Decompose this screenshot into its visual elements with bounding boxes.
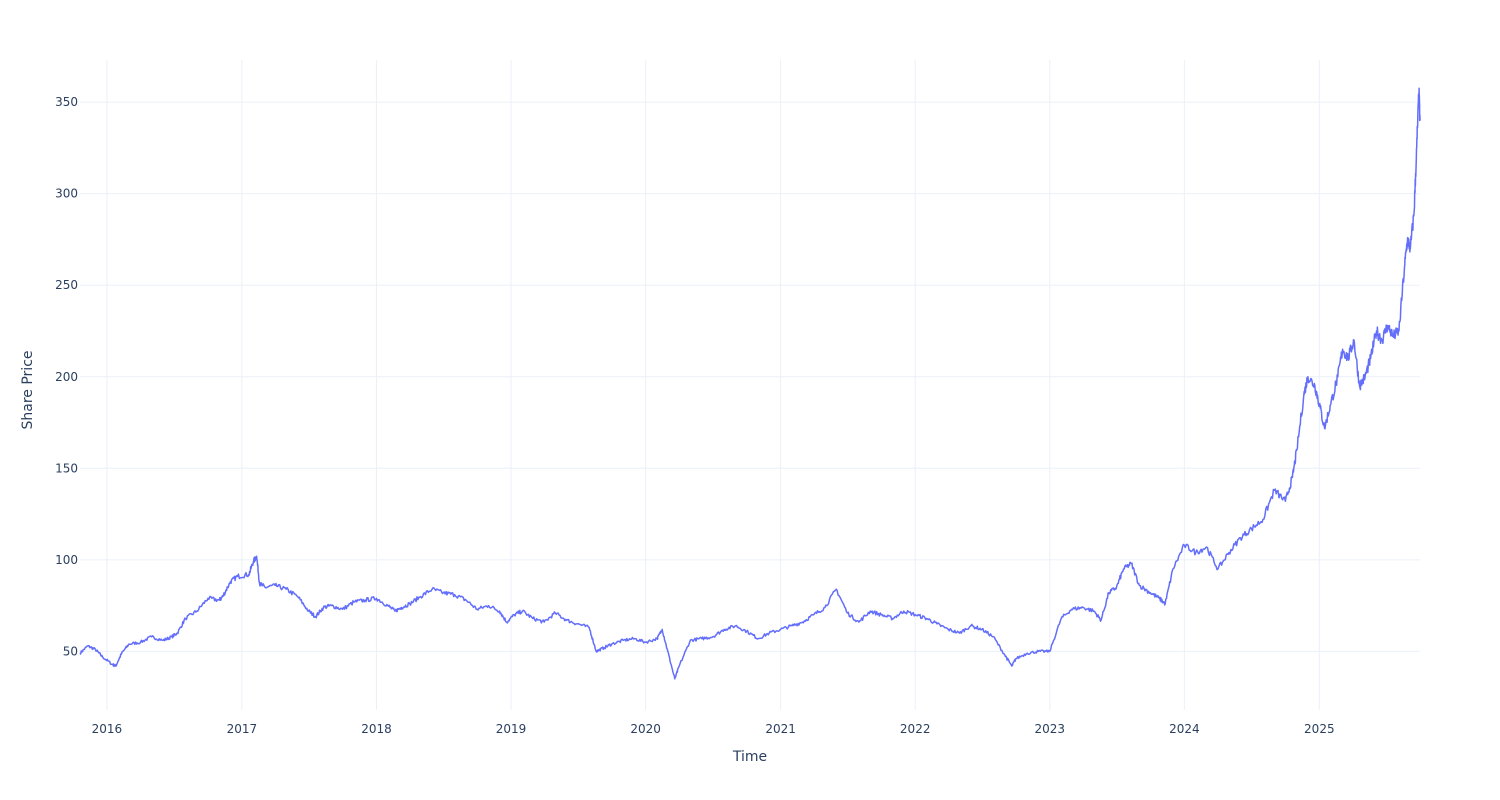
x-tick-label: 2025 <box>1304 722 1335 736</box>
y-tick-label: 350 <box>55 95 78 109</box>
y-axis-title: Share Price <box>20 350 36 429</box>
x-axis-title: Time <box>732 749 767 765</box>
x-tick-label: 2019 <box>496 722 527 736</box>
series-line-share-price <box>79 87 1421 680</box>
y-axis-tick-labels: 50 100 150 200 250 300 350 <box>55 95 78 658</box>
y-tick-label: 150 <box>55 461 78 475</box>
x-tick-label: 2024 <box>1169 722 1200 736</box>
x-tick-label: 2023 <box>1035 722 1066 736</box>
x-tick-label: 2022 <box>900 722 931 736</box>
x-axis-tick-labels: 2016 2017 2018 2019 2020 2021 2022 2023 2024 2025 <box>92 722 1335 736</box>
y-tick-label: 100 <box>55 553 78 567</box>
y-tick-label: 250 <box>55 278 78 292</box>
y-tick-label: 200 <box>55 370 78 384</box>
x-tick-label: 2016 <box>92 722 123 736</box>
x-tick-label: 2017 <box>227 722 258 736</box>
y-tick-label: 50 <box>63 644 78 658</box>
x-tick-label: 2020 <box>630 722 661 736</box>
gridlines <box>80 60 1420 710</box>
x-tick-label: 2018 <box>361 722 392 736</box>
y-tick-label: 300 <box>55 187 78 201</box>
x-tick-label: 2021 <box>765 722 796 736</box>
